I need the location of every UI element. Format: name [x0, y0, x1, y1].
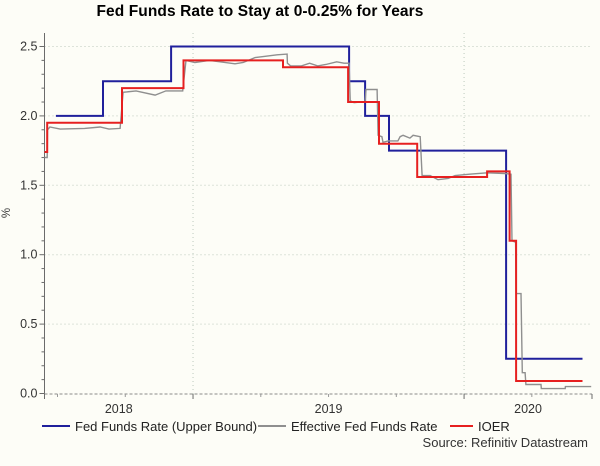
- legend-item-fed-funds-upper-bound: Fed Funds Rate (Upper Bound): [42, 418, 258, 434]
- series-line-fed-funds-rate-upper-bound-: [55, 45, 583, 360]
- series-line-ioer: [44, 59, 583, 382]
- y-tick-label: 1.5: [20, 178, 37, 192]
- legend-item-label: Effective Fed Funds Rate: [291, 418, 438, 434]
- x-year-label: 2020: [514, 402, 542, 416]
- y-tick-label: 0.0: [20, 387, 37, 401]
- y-axis-unit-label: %: [1, 207, 13, 219]
- y-tick-label: 0.5: [20, 317, 37, 331]
- x-year-label: 2018: [105, 402, 133, 416]
- legend-item-effective-fed-funds: Effective Fed Funds Rate: [258, 418, 438, 434]
- y-tick-label: 1.0: [20, 248, 37, 262]
- legend-line-sample-gray: [258, 425, 286, 427]
- legend-item-label: IOER: [478, 418, 510, 434]
- legend-item-label: Fed Funds Rate (Upper Bound): [75, 418, 258, 434]
- y-tick-label: 2.0: [20, 109, 37, 123]
- legend-line-sample-blue: [42, 425, 70, 427]
- chart-title: Fed Funds Rate to Stay at 0-0.25% for Ye…: [96, 3, 424, 20]
- legend-item-ioer: IOER: [450, 418, 510, 434]
- source-note: Source: Refinitiv Datastream: [422, 435, 588, 450]
- y-tick-label: 2.5: [20, 40, 37, 54]
- legend-line-sample-red: [450, 425, 473, 427]
- x-year-label: 2019: [315, 402, 343, 416]
